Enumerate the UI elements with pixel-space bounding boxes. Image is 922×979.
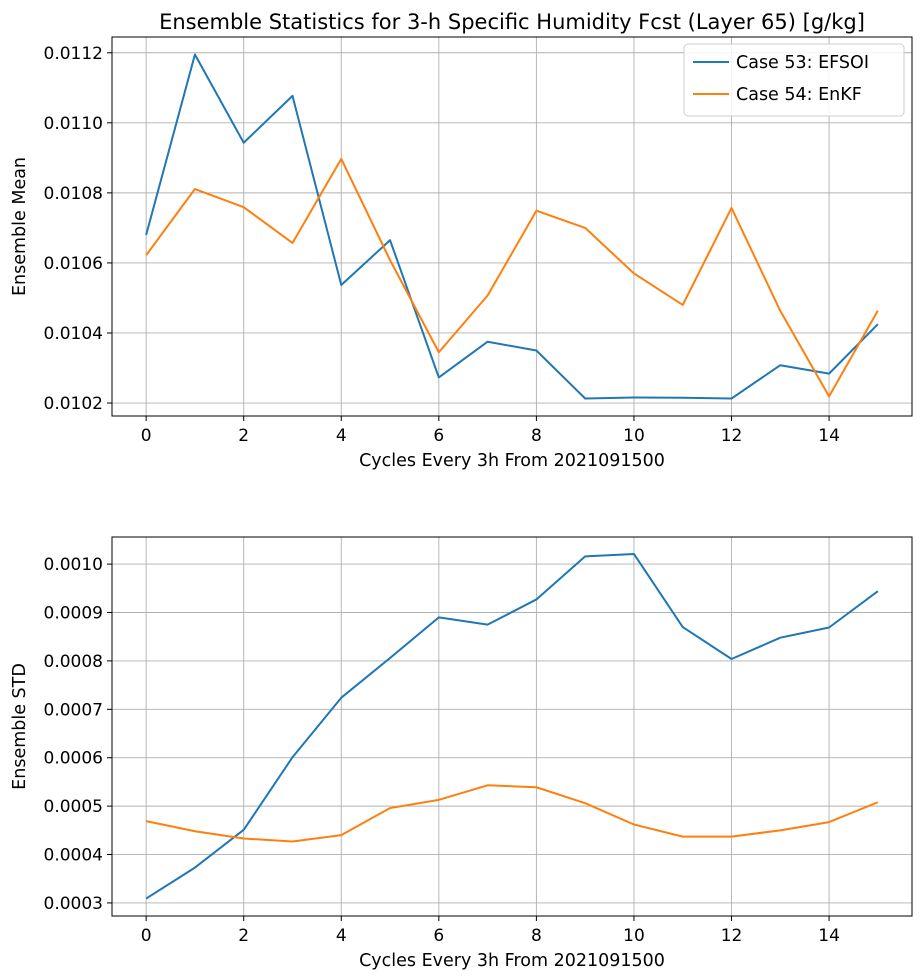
x-tick-label: 6 <box>433 926 444 946</box>
y-axis-label: Ensemble STD <box>10 663 30 790</box>
panel-ensemble-mean: 0 2 4 6 8 10 12 14 0.0102 0.0104 0.0106 0.0108 0.011… <box>10 10 913 471</box>
legend: Case 53: EFSOI Case 54: EnKF <box>683 43 905 117</box>
x-axis-label: Cycles Every 3h From 2021091500 <box>359 951 665 971</box>
x-tick-label: 0 <box>141 426 152 446</box>
legend-label-1: Case 53: EFSOI <box>736 53 869 73</box>
y-tick-label: 0.0106 <box>44 254 103 274</box>
y-tick-label: 0.0004 <box>44 846 103 866</box>
x-tick-label: 10 <box>623 426 645 446</box>
y-tick-label: 0.0007 <box>44 700 103 720</box>
series-line-1 <box>145 53 879 400</box>
y-tick-label: 0.0005 <box>44 797 103 817</box>
x-tick-label: 4 <box>336 926 347 946</box>
plot-frame <box>111 36 913 417</box>
y-tick-label: 0.0102 <box>44 394 103 414</box>
legend-box <box>683 43 905 117</box>
x-tick-label: 0 <box>141 926 152 946</box>
series-line-2 <box>145 157 879 398</box>
y-axis-label: Ensemble Mean <box>10 157 30 296</box>
legend-label-2: Case 54: EnKF <box>736 85 862 105</box>
y-tick-label: 0.0006 <box>44 749 103 769</box>
x-tick-label: 4 <box>336 426 347 446</box>
series-line-1 <box>145 552 879 900</box>
x-tick-label: 12 <box>721 426 743 446</box>
y-tick-label: 0.0108 <box>44 184 103 204</box>
x-tick-label: 8 <box>531 926 542 946</box>
chart-title: Ensemble Statistics for 3-h Specific Hum… <box>159 10 865 34</box>
y-tick-label: 0.0008 <box>44 652 103 672</box>
y-tick-label: 0.0003 <box>44 894 103 914</box>
y-tick-label: 0.0009 <box>44 604 103 624</box>
x-tick-label: 10 <box>623 926 645 946</box>
x-axis-label: Cycles Every 3h From 2021091500 <box>359 451 665 471</box>
x-tick-label: 14 <box>818 426 840 446</box>
x-tick-label: 14 <box>818 926 840 946</box>
y-tick-label: 0.0110 <box>44 114 103 134</box>
y-tick-label: 0.0010 <box>44 555 103 575</box>
series-line-2 <box>145 784 879 843</box>
x-tick-label: 8 <box>531 426 542 446</box>
x-tick-label: 12 <box>721 926 743 946</box>
x-tick-label: 2 <box>238 926 249 946</box>
y-tick-label: 0.0112 <box>44 44 103 64</box>
x-tick-label: 2 <box>238 426 249 446</box>
y-tick-label: 0.0104 <box>44 324 103 344</box>
panel-ensemble-std: 0 2 4 6 8 10 12 14 0.0003 0.0004 0.0005 0.0006 0.000… <box>10 536 913 971</box>
x-tick-label: 6 <box>433 426 444 446</box>
plot-frame <box>111 536 913 917</box>
